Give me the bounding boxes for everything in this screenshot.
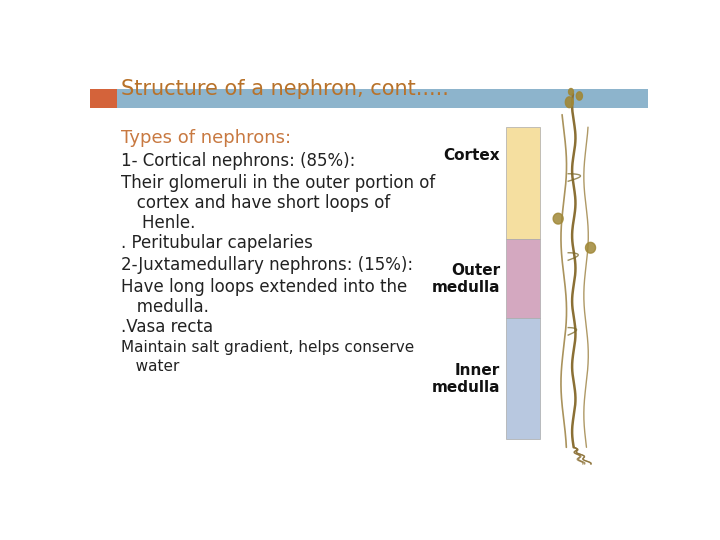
Text: Structure of a nephron, cont.....: Structure of a nephron, cont..... [121, 79, 449, 99]
Text: Maintain salt gradient, helps conserve: Maintain salt gradient, helps conserve [121, 340, 414, 355]
Text: . Peritubular capelaries: . Peritubular capelaries [121, 234, 312, 252]
Bar [505, 127, 540, 239]
Text: Their glomeruli in the outer portion of: Their glomeruli in the outer portion of [121, 174, 435, 192]
Text: Have long loops extended into the: Have long loops extended into the [121, 278, 407, 296]
Text: Cortex: Cortex [444, 148, 500, 163]
Bar [505, 239, 540, 319]
Polygon shape [569, 89, 573, 95]
Text: Outer
medulla: Outer medulla [431, 263, 500, 295]
Text: water: water [121, 359, 179, 374]
Text: Types of nephrons:: Types of nephrons: [121, 129, 291, 147]
Text: Henle.: Henle. [121, 214, 195, 232]
Text: 2-Juxtamedullary nephrons: (15%):: 2-Juxtamedullary nephrons: (15%): [121, 256, 413, 274]
Polygon shape [565, 97, 573, 107]
Bar [90, 89, 117, 109]
Polygon shape [585, 242, 595, 253]
Polygon shape [576, 92, 582, 100]
Bar [90, 89, 648, 109]
Text: 1- Cortical nephrons: (85%):: 1- Cortical nephrons: (85%): [121, 152, 355, 170]
Text: .Vasa recta: .Vasa recta [121, 319, 213, 336]
Bar [505, 319, 540, 439]
Polygon shape [553, 213, 563, 224]
Text: Inner
medulla: Inner medulla [431, 362, 500, 395]
Text: medulla.: medulla. [121, 298, 209, 316]
Text: cortex and have short loops of: cortex and have short loops of [121, 194, 390, 212]
